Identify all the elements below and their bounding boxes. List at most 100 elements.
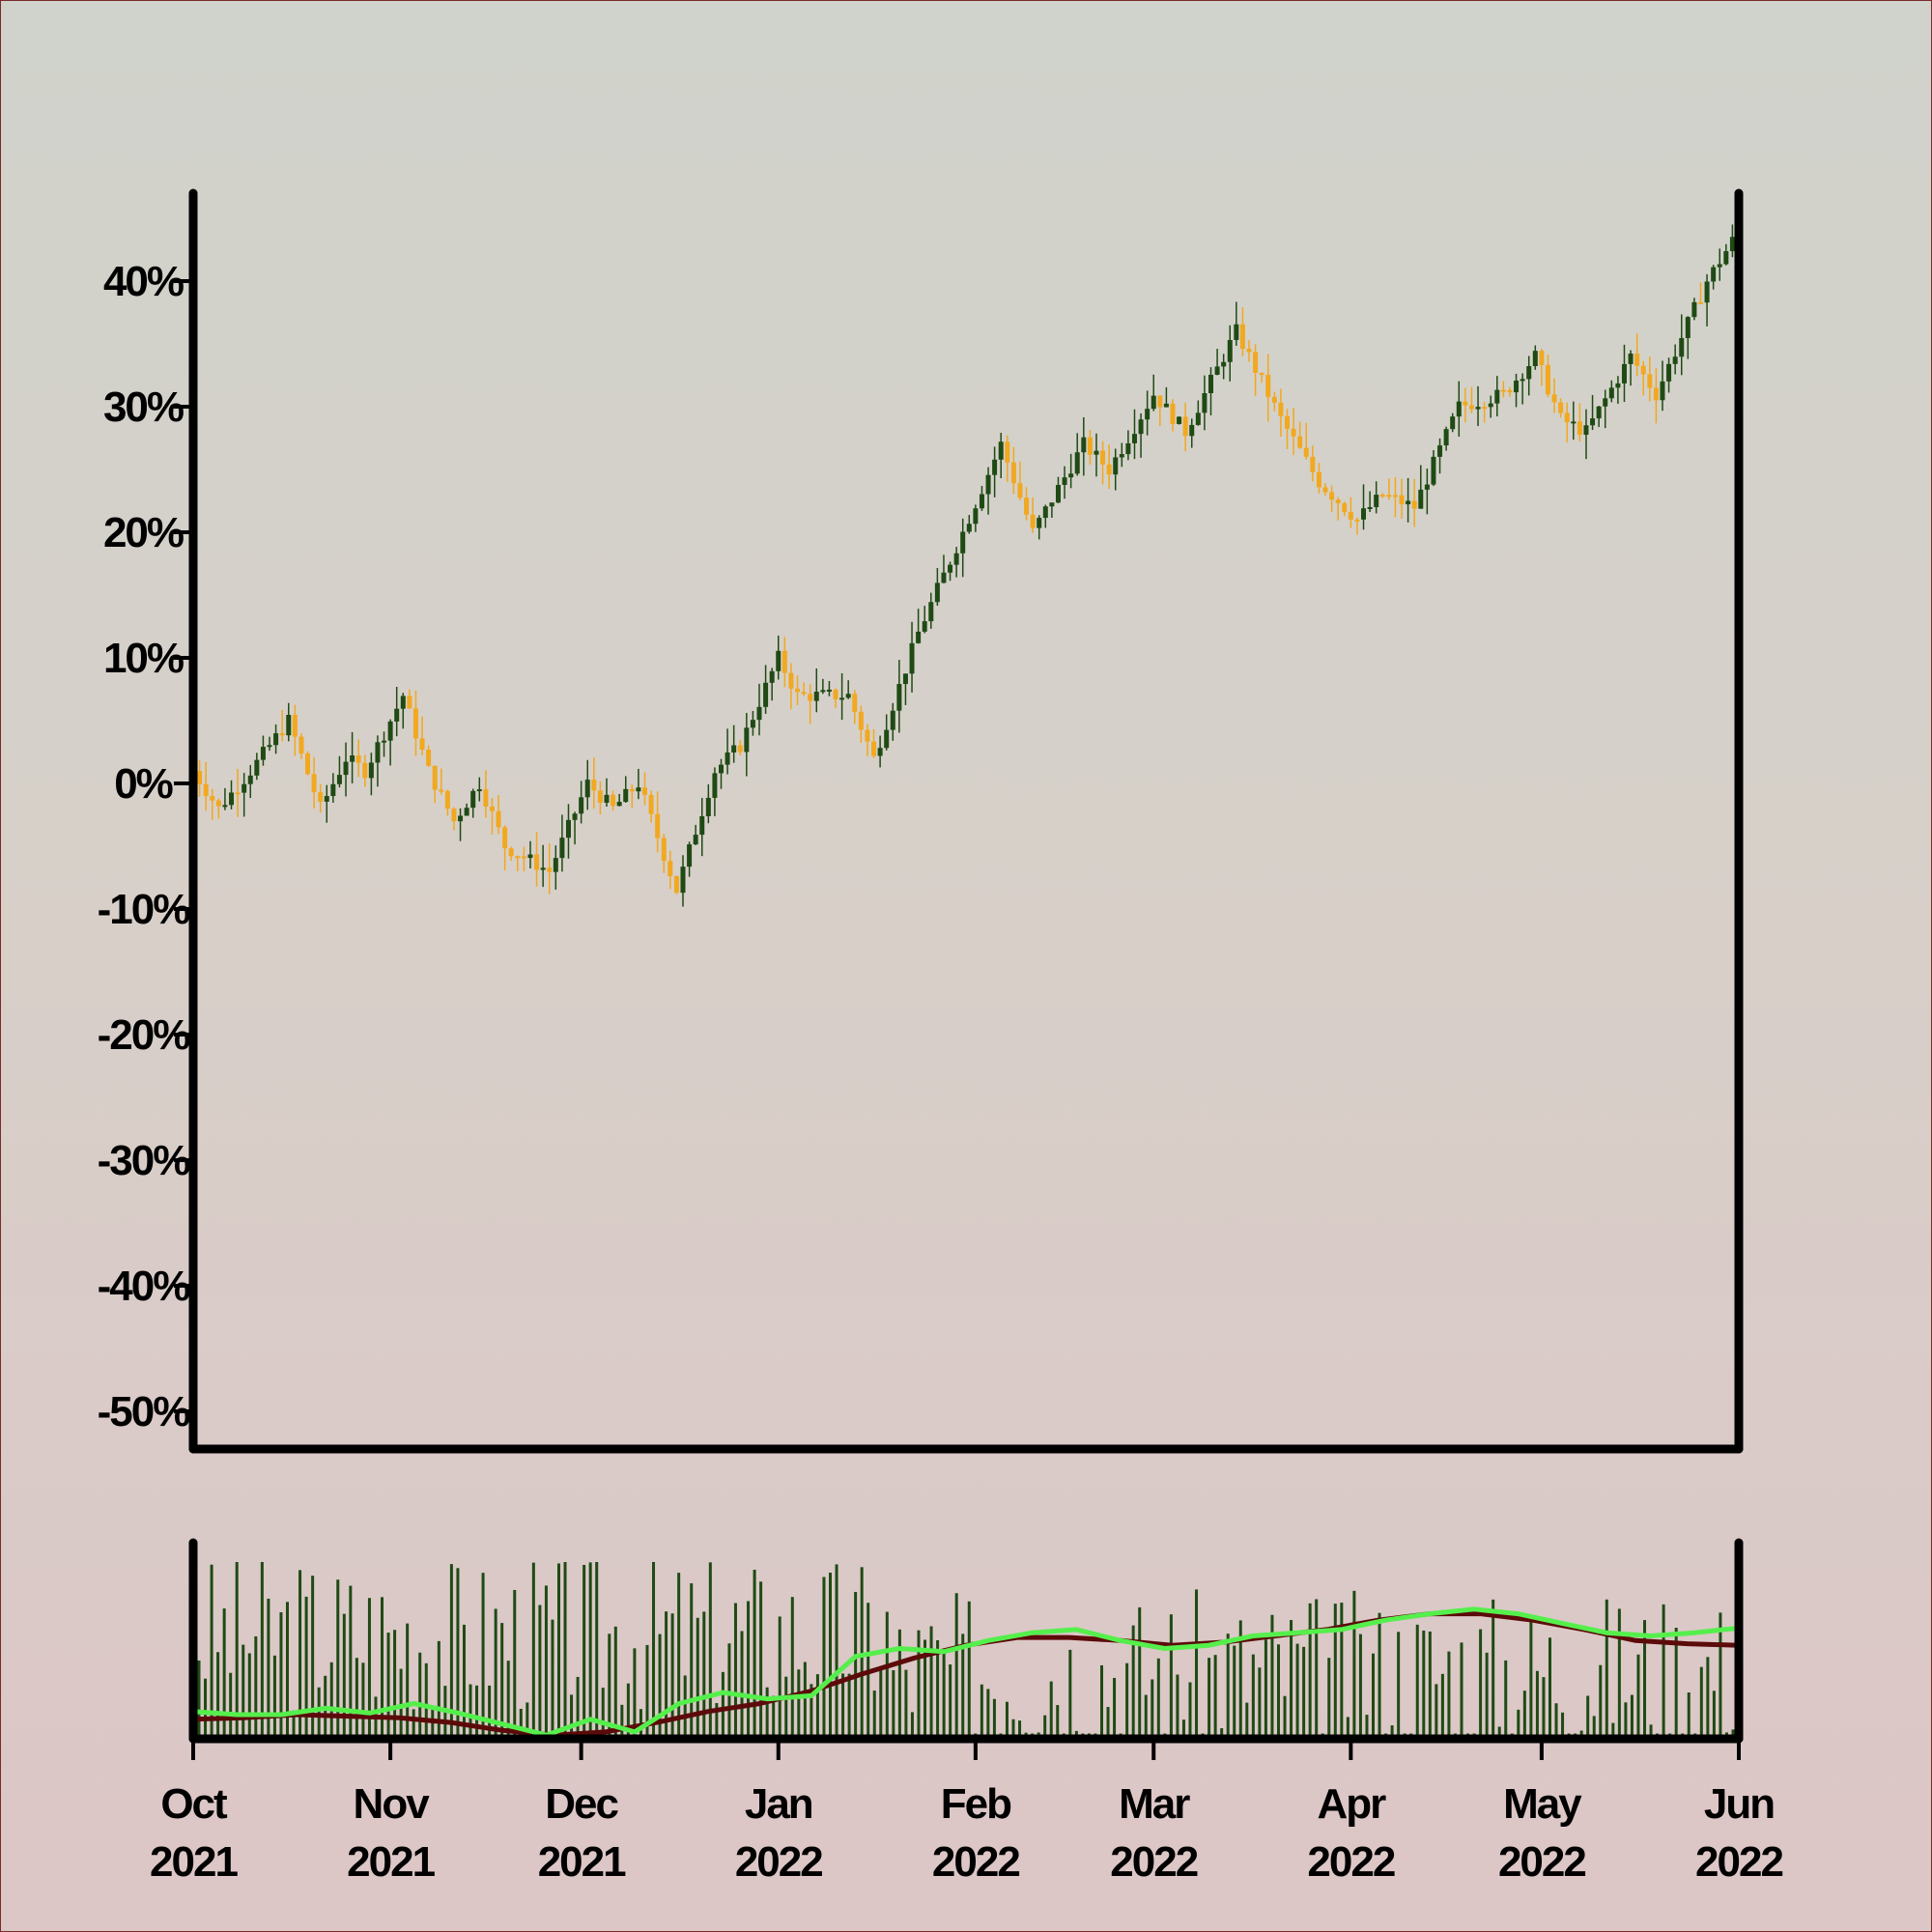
candle-body	[1507, 389, 1513, 393]
volume-bar	[1138, 1606, 1142, 1739]
candle-body	[1539, 351, 1545, 365]
candle-body	[750, 720, 755, 728]
volume-bar	[690, 1583, 694, 1739]
candle-body	[712, 773, 718, 798]
volume-bar	[879, 1668, 883, 1739]
volume-bar	[992, 1698, 996, 1739]
candle-body	[1717, 264, 1722, 268]
volume-bar	[917, 1630, 921, 1739]
price-axes	[188, 188, 1744, 1454]
volume-bar	[222, 1608, 226, 1739]
candle-body	[355, 755, 361, 763]
volume-bar	[1264, 1639, 1267, 1739]
candle-body	[1010, 462, 1016, 484]
volume-bar	[1630, 1694, 1634, 1739]
volume-bar	[355, 1658, 358, 1739]
volume-bar	[336, 1579, 340, 1739]
volume-bar	[1542, 1677, 1546, 1739]
candle-body	[279, 733, 285, 736]
volume-bar	[431, 1709, 435, 1739]
candle-body	[909, 642, 915, 674]
candle-body	[1348, 512, 1353, 520]
candle-body	[375, 742, 381, 763]
x-tick-month: Feb	[941, 1780, 1011, 1828]
candle-body	[407, 696, 412, 709]
candle-body	[1596, 406, 1602, 419]
volume-bar	[1233, 1645, 1236, 1739]
candle-body	[776, 650, 781, 671]
volume-bar	[872, 1690, 876, 1739]
candle-body	[597, 790, 603, 803]
candle-body	[661, 838, 667, 862]
candle-body	[858, 711, 864, 730]
candle-body	[254, 759, 260, 776]
volume-bar	[1378, 1612, 1381, 1739]
candle-body	[444, 790, 450, 810]
volume-bar	[1049, 1681, 1053, 1739]
x-tick-year: 2022	[932, 1838, 1019, 1886]
volume-bar	[1706, 1657, 1710, 1739]
candle-body	[267, 745, 272, 748]
volume-panel: Oct 2021 Nov 2021 Dec 2021 Jan 2022 Feb 2022 Mar 20…	[150, 1538, 1784, 1886]
volume-bar	[1226, 1634, 1230, 1739]
volume-bar	[469, 1684, 472, 1739]
candle-body	[896, 684, 902, 711]
candle-body	[641, 787, 647, 796]
candle-body	[1303, 447, 1309, 457]
x-tick-year: 2021	[150, 1838, 238, 1886]
volume-bar	[500, 1623, 504, 1739]
candle-body	[1526, 366, 1532, 380]
candle-body	[508, 848, 514, 857]
volume-bar	[1276, 1644, 1280, 1739]
candle-body	[877, 748, 883, 756]
candle-body	[801, 692, 807, 695]
candle-body	[1729, 237, 1735, 251]
candle-body	[795, 688, 801, 693]
volume-bar	[418, 1652, 422, 1739]
candle-body	[668, 861, 673, 876]
volume-bar	[1674, 1628, 1678, 1739]
candle-body	[1322, 487, 1328, 493]
candle-body	[1113, 457, 1119, 475]
candle-body	[1704, 281, 1710, 303]
volume-bar	[954, 1593, 958, 1739]
candle-body	[845, 694, 851, 698]
candle-body	[1468, 405, 1474, 410]
candle-body	[1590, 418, 1596, 426]
volume-axes	[188, 1538, 1744, 1744]
candle-body	[559, 838, 565, 859]
candle-body	[210, 796, 215, 801]
volume-bar	[519, 1708, 523, 1739]
candle-body	[1500, 389, 1506, 392]
candle-body	[719, 764, 724, 774]
volume-bar	[531, 1562, 535, 1739]
x-tick-month: Jun	[1704, 1780, 1774, 1828]
volume-bar	[790, 1597, 794, 1739]
volume-bar	[563, 1562, 567, 1739]
candle-body	[1068, 473, 1074, 478]
candle-body	[572, 813, 578, 820]
volume-bar	[665, 1611, 668, 1739]
volume-bar	[772, 1695, 776, 1739]
candle-body	[1437, 445, 1443, 457]
volume-bar	[1617, 1608, 1621, 1739]
volume-bar	[1415, 1624, 1419, 1739]
y-axis-ticks: 40% 30% 20% 10% 0% -10% -20% -30% -40% -50%	[98, 258, 193, 1435]
volume-bar	[1346, 1717, 1350, 1739]
candle-body	[1094, 450, 1099, 455]
candle-body	[1583, 425, 1589, 436]
volume-bar	[1018, 1720, 1022, 1739]
candle-body	[839, 697, 845, 700]
candle-body	[852, 694, 858, 712]
volume-bar	[936, 1639, 940, 1739]
candle-body	[1042, 506, 1048, 519]
candle-body	[941, 572, 947, 583]
volume-bar	[633, 1648, 637, 1739]
volume-bars	[197, 1562, 1735, 1739]
volume-bar	[967, 1601, 971, 1739]
candle-body	[1443, 429, 1449, 446]
candle-body	[1475, 407, 1481, 410]
candle-body	[890, 710, 895, 730]
volume-bar	[658, 1634, 662, 1739]
candle-body	[343, 761, 349, 776]
